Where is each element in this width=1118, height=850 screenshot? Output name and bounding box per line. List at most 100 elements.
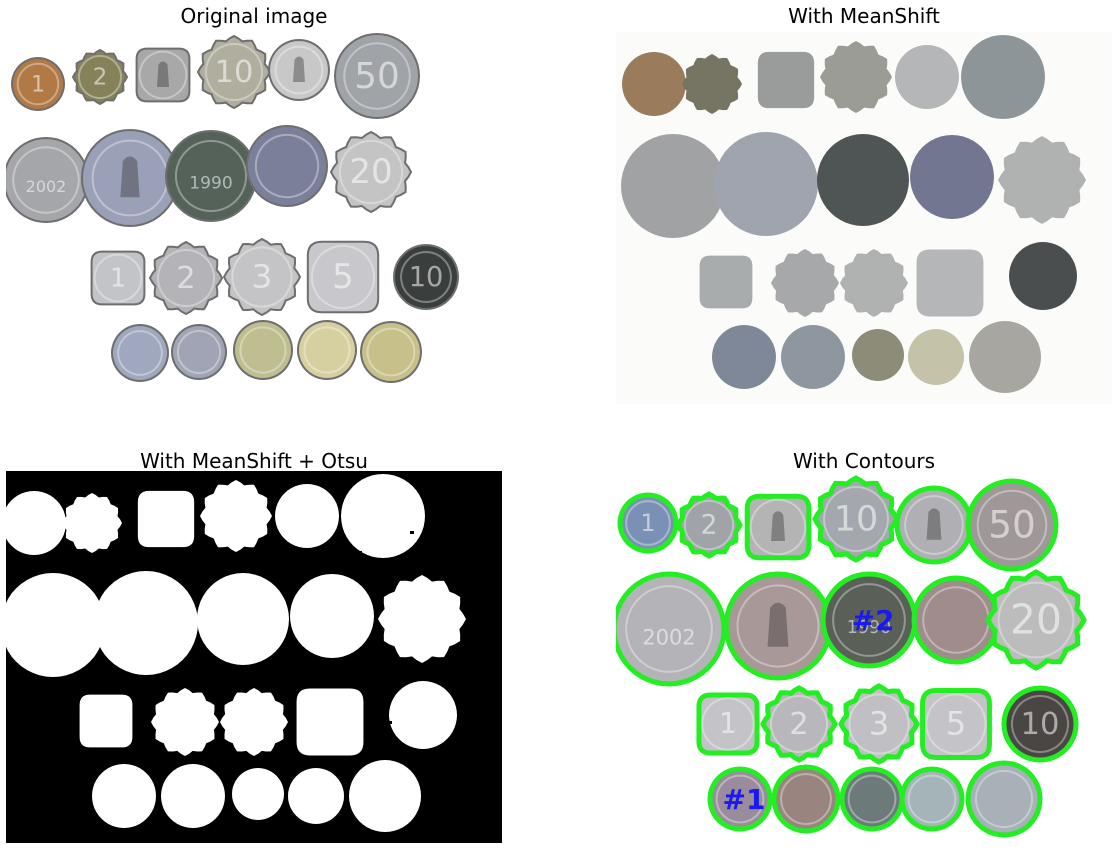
binary-coin (389, 681, 457, 749)
binary-speckle (388, 721, 392, 724)
panel-title-contours: With Contours (792, 449, 936, 473)
coin-engraving: 2002 (26, 177, 67, 196)
contour-label: #1 (723, 783, 766, 816)
smoothed-coin (840, 249, 908, 317)
binary-coin (275, 484, 339, 548)
contoured-coin (965, 760, 1043, 838)
coin-rim (174, 139, 248, 213)
smoothed-coin (910, 135, 994, 219)
binary-speckle (381, 713, 385, 716)
binary-coin (197, 573, 289, 665)
smoothed-coin (712, 325, 776, 389)
contoured-coin (839, 766, 905, 832)
coin-rim (769, 694, 829, 754)
coin-rim (16, 62, 60, 106)
otsu-image (6, 471, 502, 843)
coin-engraving: 10 (1021, 707, 1060, 742)
contoured-coin (723, 571, 833, 681)
binary-coin (290, 574, 374, 658)
coin-engraving: 2 (176, 261, 195, 296)
coin-engraving: 2 (93, 65, 108, 91)
binary-coin (6, 491, 66, 555)
emblem-mark (767, 602, 789, 647)
coin-rim (338, 139, 404, 205)
coin-rim (847, 774, 897, 824)
contoured-coin (771, 764, 841, 834)
coin-rim (848, 693, 910, 755)
coin-engraving: 2 (789, 707, 808, 742)
smoothed-coin (771, 249, 839, 317)
binary-coin (378, 575, 466, 663)
contoured-coin (696, 692, 760, 756)
coin-engraving: 1990 (189, 174, 233, 194)
coin (392, 243, 460, 311)
binary-coin (94, 571, 198, 675)
coin-rim (779, 772, 833, 826)
original-image-canvas: 1 2 10 50 2002 1990 20 1 2 3 5 10 (6, 32, 502, 404)
smoothed-coin (908, 329, 964, 385)
smoothed-coin (916, 249, 984, 317)
coin (222, 237, 302, 317)
smoothed-coin (682, 54, 742, 114)
coin-engraving: 1 (719, 707, 737, 740)
coin-rim (303, 326, 351, 374)
coin (148, 240, 224, 316)
coin-rim (254, 133, 320, 199)
smoothed-coin (998, 136, 1086, 224)
binary-speckle (336, 543, 340, 546)
coin-rim (399, 250, 453, 304)
coin (110, 323, 170, 383)
meanshift-image-canvas (616, 32, 1112, 404)
emblem-mark (293, 56, 305, 82)
contour-label: #2 (852, 604, 895, 637)
binary-speckle (346, 549, 350, 552)
contoured-coin (899, 766, 965, 832)
coin-engraving: 10 (834, 499, 878, 539)
coin-rim (176, 329, 222, 375)
binary-coin (92, 764, 156, 828)
coin-rim (922, 586, 990, 654)
coin-rim (715, 774, 765, 824)
coin-rim (1010, 694, 1070, 754)
coin (135, 47, 191, 103)
coin (164, 129, 258, 223)
binary-coin (79, 694, 133, 748)
contoured-coin (1001, 685, 1079, 763)
contoured-coin (744, 493, 812, 561)
smoothed-coin (895, 45, 959, 109)
coin-rim (701, 697, 755, 751)
coin (196, 34, 272, 110)
coin-rim (974, 769, 1034, 829)
binary-coin (288, 768, 344, 824)
contoured-coin (894, 485, 974, 565)
contoured-coin (616, 571, 727, 687)
contoured-coin (985, 569, 1087, 671)
contoured-coin (812, 475, 900, 563)
coin-rim (997, 581, 1075, 659)
coin-engraving: 1990 (847, 618, 892, 638)
coin-engraving: 2 (701, 511, 718, 541)
coin-rim (625, 500, 671, 546)
coin-rim (683, 499, 735, 551)
coin-rim (77, 54, 123, 100)
panel-title-original: Original image (180, 4, 328, 28)
coin (71, 48, 129, 106)
meanshift-image (616, 32, 1112, 404)
smoothed-coin (961, 35, 1045, 119)
binary-speckle (446, 563, 450, 566)
panel-title-meanshift: With MeanShift (788, 4, 940, 28)
coin-rim (976, 489, 1048, 561)
coin-rim (749, 498, 807, 556)
coin-rim (822, 485, 890, 553)
coin-rim (925, 693, 987, 755)
emblem-mark (157, 61, 169, 87)
contours-image: 1 2 10 50 2002 1990 20 1 2 3 5 10 #2 #1 (616, 471, 1112, 843)
coin-engraving: 1 (31, 71, 45, 97)
smoothed-coin (817, 134, 909, 226)
contoured-coin (838, 683, 920, 765)
smoothed-coin (781, 325, 845, 389)
coin-engraving: 1 (110, 263, 126, 293)
coin-rim (117, 330, 163, 376)
coin-rim (274, 45, 324, 95)
contoured-coin (760, 685, 838, 763)
